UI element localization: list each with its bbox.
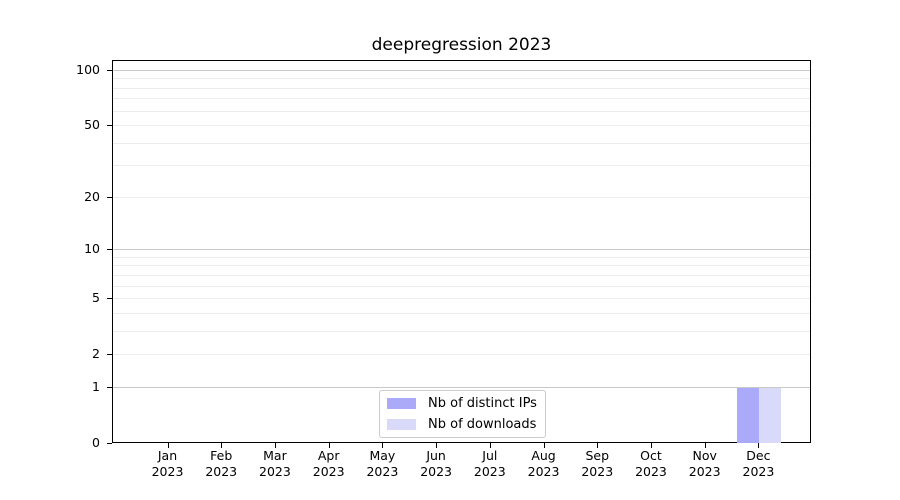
gridline-minor — [113, 110, 810, 112]
y-tick-label: 100 — [76, 62, 100, 77]
y-tick-label: 1 — [92, 378, 100, 394]
gridline-minor — [113, 285, 810, 287]
gridline-major — [113, 70, 810, 71]
gridline-minor — [113, 87, 810, 89]
gridline-minor — [113, 256, 810, 258]
x-tick — [543, 443, 545, 448]
legend-item-distinct-ips: Nb of distinct IPs — [387, 395, 538, 413]
y-tick — [107, 298, 112, 300]
legend-label-downloads: Nb of downloads — [428, 416, 537, 432]
x-tick — [650, 443, 652, 448]
x-tick-label: Jul 2023 — [473, 448, 506, 479]
x-tick-label: Sep 2023 — [581, 448, 614, 479]
gridline-minor — [113, 274, 810, 276]
legend-item-downloads: Nb of downloads — [387, 416, 538, 434]
x-tick-label: Dec 2023 — [742, 448, 775, 479]
gridline-minor — [113, 142, 810, 144]
y-tick-label: 20 — [84, 188, 100, 204]
x-tick-label: Oct 2023 — [635, 448, 667, 479]
y-tick — [107, 249, 112, 251]
x-tick — [597, 443, 599, 448]
gridline-major — [113, 386, 810, 388]
bar-distinct-ips-dec — [737, 387, 760, 443]
x-tick-label: Jun 2023 — [420, 448, 452, 479]
gridline-minor — [113, 165, 810, 167]
x-tick-label: Aug 2023 — [527, 448, 560, 479]
gridline-minor — [113, 298, 810, 300]
gridline-minor — [113, 98, 810, 100]
y-tick — [107, 386, 112, 388]
x-tick — [274, 443, 276, 448]
gridline-minor — [113, 312, 810, 314]
y-tick — [107, 443, 112, 444]
legend: Nb of distinct IPs Nb of downloads — [379, 390, 546, 438]
x-tick-label: Nov 2023 — [688, 448, 721, 479]
x-tick — [436, 443, 438, 448]
x-tick — [328, 443, 330, 448]
legend-swatch-distinct-ips — [387, 398, 416, 410]
x-tick — [489, 443, 491, 448]
gridline-minor — [113, 125, 810, 127]
x-tick-label: Jan 2023 — [151, 448, 184, 479]
y-tick — [107, 196, 112, 198]
y-tick — [107, 354, 112, 356]
y-tick — [107, 125, 112, 127]
y-tick — [107, 70, 112, 71]
gridline-minor — [113, 330, 810, 332]
x-tick — [221, 443, 223, 448]
x-tick-label: Feb 2023 — [205, 448, 238, 479]
x-tick-label: Apr 2023 — [312, 448, 345, 479]
gridline-minor — [113, 78, 810, 80]
gridline-minor — [113, 196, 810, 198]
x-tick-label: Mar 2023 — [259, 448, 291, 479]
y-tick-label: 2 — [92, 346, 100, 362]
legend-label-distinct-ips: Nb of distinct IPs — [428, 396, 537, 412]
y-tick-label: 0 — [92, 435, 100, 450]
gridline-major — [113, 249, 810, 251]
y-tick-label: 10 — [84, 241, 100, 257]
y-tick-label: 50 — [84, 117, 100, 133]
gridline-minor — [113, 354, 810, 356]
gridline-minor — [113, 265, 810, 267]
plot-area: Nb of distinct IPs Nb of downloads — [112, 60, 811, 443]
y-tick-label: 5 — [92, 290, 100, 306]
x-tick — [758, 443, 760, 448]
chart-title: deepregression 2023 — [371, 35, 552, 55]
bar-downloads-dec — [759, 387, 782, 443]
x-tick — [382, 443, 384, 448]
x-tick — [704, 443, 706, 448]
legend-swatch-downloads — [387, 418, 416, 430]
x-tick — [167, 443, 169, 448]
x-tick-label: May 2023 — [366, 448, 399, 479]
